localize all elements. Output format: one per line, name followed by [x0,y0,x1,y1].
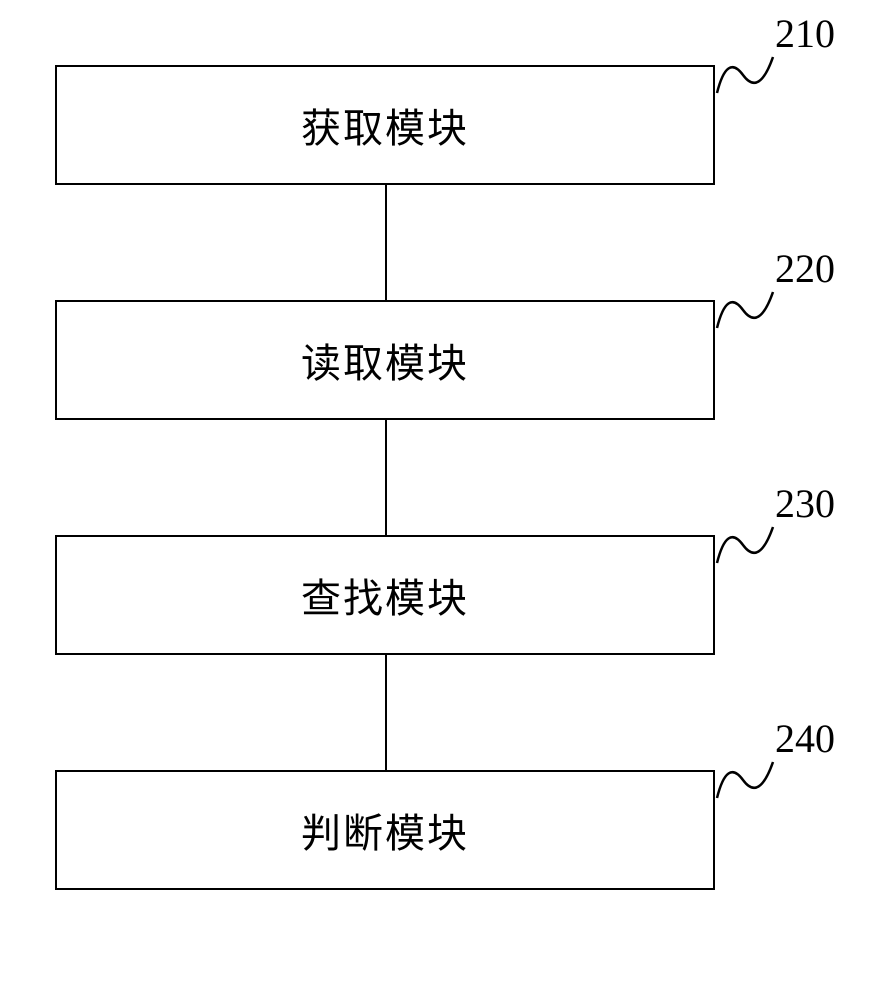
block-label: 读取模块 [301,331,469,389]
block-read-module: 读取模块 [55,300,715,420]
block-label: 判断模块 [301,801,469,859]
block-search-module: 查找模块 [55,535,715,655]
reference-connector-icon [715,760,775,800]
block-label: 获取模块 [301,96,469,154]
reference-number: 230 [775,480,835,527]
reference-number: 220 [775,245,835,292]
connector-line [385,420,387,535]
block-acquire-module: 获取模块 [55,65,715,185]
block-judge-module: 判断模块 [55,770,715,890]
reference-connector-icon [715,525,775,565]
block-label: 查找模块 [301,566,469,624]
connector-line [385,185,387,300]
reference-number: 240 [775,715,835,762]
reference-number: 210 [775,10,835,57]
connector-line [385,655,387,770]
reference-connector-icon [715,290,775,330]
reference-connector-icon [715,55,775,95]
